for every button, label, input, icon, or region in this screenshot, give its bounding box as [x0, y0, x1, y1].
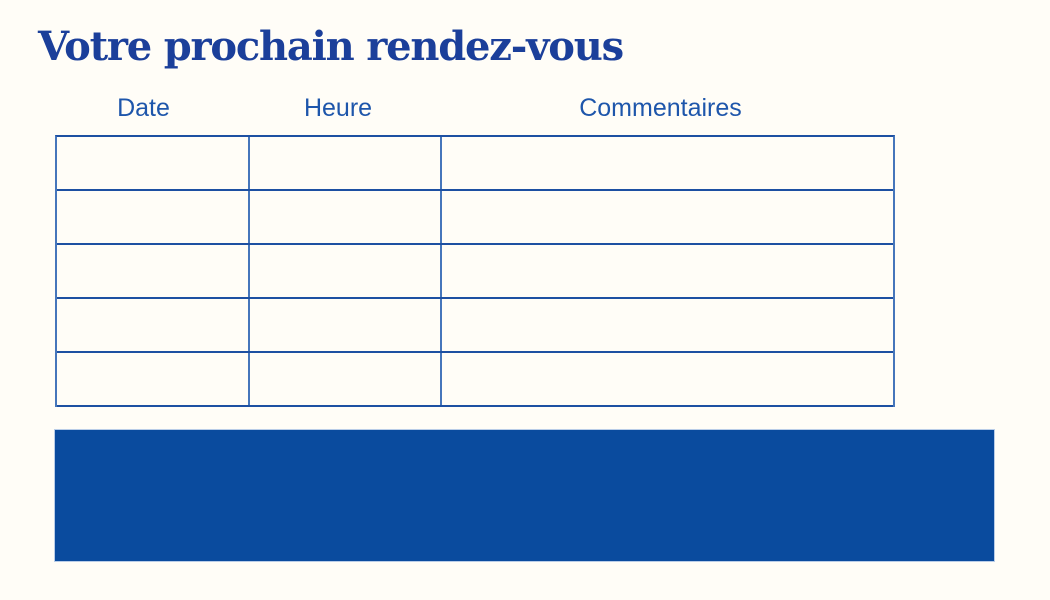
table-row: [57, 137, 893, 191]
page-title: Votre prochain rendez-vous: [38, 23, 624, 70]
table-row: [57, 299, 893, 353]
table-cell: [57, 299, 250, 351]
table-cell: [57, 245, 250, 297]
table-cell: [442, 299, 893, 351]
table-cell: [250, 353, 442, 405]
table-cell: [442, 137, 893, 189]
table-cell: [250, 299, 442, 351]
table-header-row: Date Heure Commentaires: [55, 92, 895, 124]
table-cell: [250, 191, 442, 243]
table-cell: [57, 353, 250, 405]
table-row: [57, 245, 893, 299]
column-header-heure: Heure: [303, 94, 373, 122]
table-cell: [57, 137, 250, 189]
table-row: [57, 191, 893, 245]
table-cell: [250, 137, 442, 189]
appointments-table-body: [57, 137, 893, 407]
table-row: [57, 353, 893, 407]
table-cell: [442, 191, 893, 243]
blue-banner: [54, 429, 995, 562]
appointments-table: [55, 135, 895, 407]
table-cell: [442, 353, 893, 405]
table-cell: [57, 191, 250, 243]
column-header-date: Date: [117, 94, 170, 122]
column-header-commentaires: Commentaires: [579, 94, 742, 122]
table-cell: [250, 245, 442, 297]
table-cell: [442, 245, 893, 297]
